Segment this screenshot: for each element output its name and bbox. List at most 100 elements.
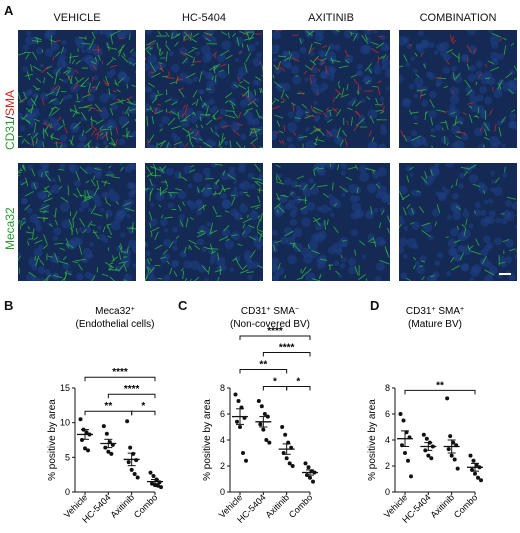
column-title-hc5404: HC-5404: [181, 12, 227, 24]
x-tick-label: Combo: [287, 492, 315, 520]
data-point: [421, 432, 426, 437]
data-point: [471, 458, 476, 463]
scale-bar: [499, 273, 511, 275]
data-point: [468, 453, 473, 458]
chart-title: CD31+ SMA+: [406, 306, 464, 318]
data-point: [259, 404, 264, 409]
chart-subtitle: (Endothelial cells): [76, 319, 155, 330]
panel-letter-d: D: [370, 298, 380, 313]
data-point: [265, 414, 270, 419]
micrograph-meca32-combination: [399, 163, 517, 281]
data-point: [429, 456, 434, 461]
significance-label: *: [273, 377, 277, 388]
chart-title: Meca32+: [95, 306, 135, 318]
y-axis-label: % positive by area: [47, 399, 58, 481]
micrograph-cd31-sma-vehicle: [18, 30, 136, 148]
data-point: [109, 451, 114, 456]
data-point: [398, 412, 403, 416]
y-tick-label: 2: [385, 461, 390, 471]
micrograph-cd31-sma-axitinib: [272, 30, 390, 148]
data-point: [409, 474, 413, 479]
significance-bracket: [84, 410, 133, 416]
significance-label: *: [296, 377, 300, 388]
micrograph-meca32-axitinib: [272, 163, 390, 281]
panel-letter-c: C: [178, 298, 188, 313]
data-point: [238, 425, 242, 429]
x-tick-label: Combo: [132, 492, 160, 520]
data-point: [104, 431, 109, 436]
y-tick-label: 6: [385, 409, 390, 419]
data-point: [290, 464, 295, 468]
significance-label: **: [259, 360, 267, 371]
data-point: [403, 451, 407, 455]
data-point: [151, 474, 156, 479]
significance-bracket: [404, 389, 476, 395]
data-point: [287, 461, 292, 466]
data-point: [280, 425, 285, 429]
data-point: [306, 465, 311, 470]
significance-bracket: [239, 335, 311, 340]
row-label-meca32: Meca32: [3, 207, 17, 250]
y-tick-label: 15: [60, 383, 70, 393]
significance-bracket: [239, 369, 288, 374]
data-point: [106, 449, 111, 454]
data-point: [445, 396, 450, 401]
data-point: [135, 475, 140, 480]
data-point: [241, 451, 245, 455]
data-point: [233, 392, 238, 397]
data-point: [448, 434, 453, 439]
y-axis-label: % positive by area: [367, 399, 378, 481]
data-point: [311, 479, 315, 484]
data-point: [125, 419, 130, 424]
significance-bracket: [107, 393, 156, 399]
data-point: [455, 466, 460, 471]
y-tick-label: 10: [60, 418, 70, 428]
data-point: [473, 471, 477, 476]
data-point: [303, 461, 308, 466]
data-point: [424, 436, 429, 441]
data-point: [235, 419, 239, 424]
data-point: [156, 483, 160, 488]
significance-label: ****: [112, 367, 128, 378]
data-point: [80, 438, 84, 442]
data-point: [129, 467, 134, 472]
data-point: [128, 445, 133, 450]
y-tick-label: 0: [385, 487, 390, 497]
column-title-combination: COMBINATION: [419, 12, 497, 24]
data-point: [132, 471, 137, 476]
data-point: [261, 427, 266, 432]
column-title-axitinib: AXITINIB: [308, 12, 354, 24]
data-point: [236, 399, 241, 403]
data-point: [78, 417, 83, 422]
data-point: [264, 438, 269, 442]
significance-label: ****: [267, 326, 283, 337]
data-point: [83, 446, 87, 451]
data-point: [446, 447, 451, 452]
data-point: [159, 485, 163, 490]
data-point: [479, 478, 483, 483]
data-point: [452, 457, 457, 462]
micrograph-meca32-vehicle: [18, 163, 136, 281]
significance-label: ****: [124, 384, 140, 395]
data-point: [284, 456, 289, 461]
panel-letter-a: A: [4, 3, 14, 18]
chart-title: CD31+ SMA−: [241, 306, 299, 318]
y-tick-label: 6: [220, 409, 225, 419]
data-point: [283, 432, 288, 437]
x-tick-label: Axitinib: [428, 492, 456, 520]
chart-subtitle: (Mature BV): [408, 319, 462, 330]
significance-label: **: [104, 401, 112, 412]
significance-label: ****: [279, 343, 295, 354]
row-label-cd31-sma: CD31/SMA: [3, 89, 17, 150]
y-tick-label: 8: [385, 383, 390, 393]
x-tick-label: Axitinib: [263, 492, 291, 520]
y-tick-label: 0: [220, 487, 225, 497]
y-tick-label: 4: [385, 435, 390, 445]
significance-label: **: [436, 380, 444, 391]
data-point: [401, 418, 406, 423]
significance-bracket: [286, 386, 311, 391]
significance-bracket: [262, 352, 311, 357]
data-point: [449, 453, 454, 458]
y-tick-label: 5: [65, 452, 70, 462]
y-tick-label: 4: [220, 435, 225, 445]
